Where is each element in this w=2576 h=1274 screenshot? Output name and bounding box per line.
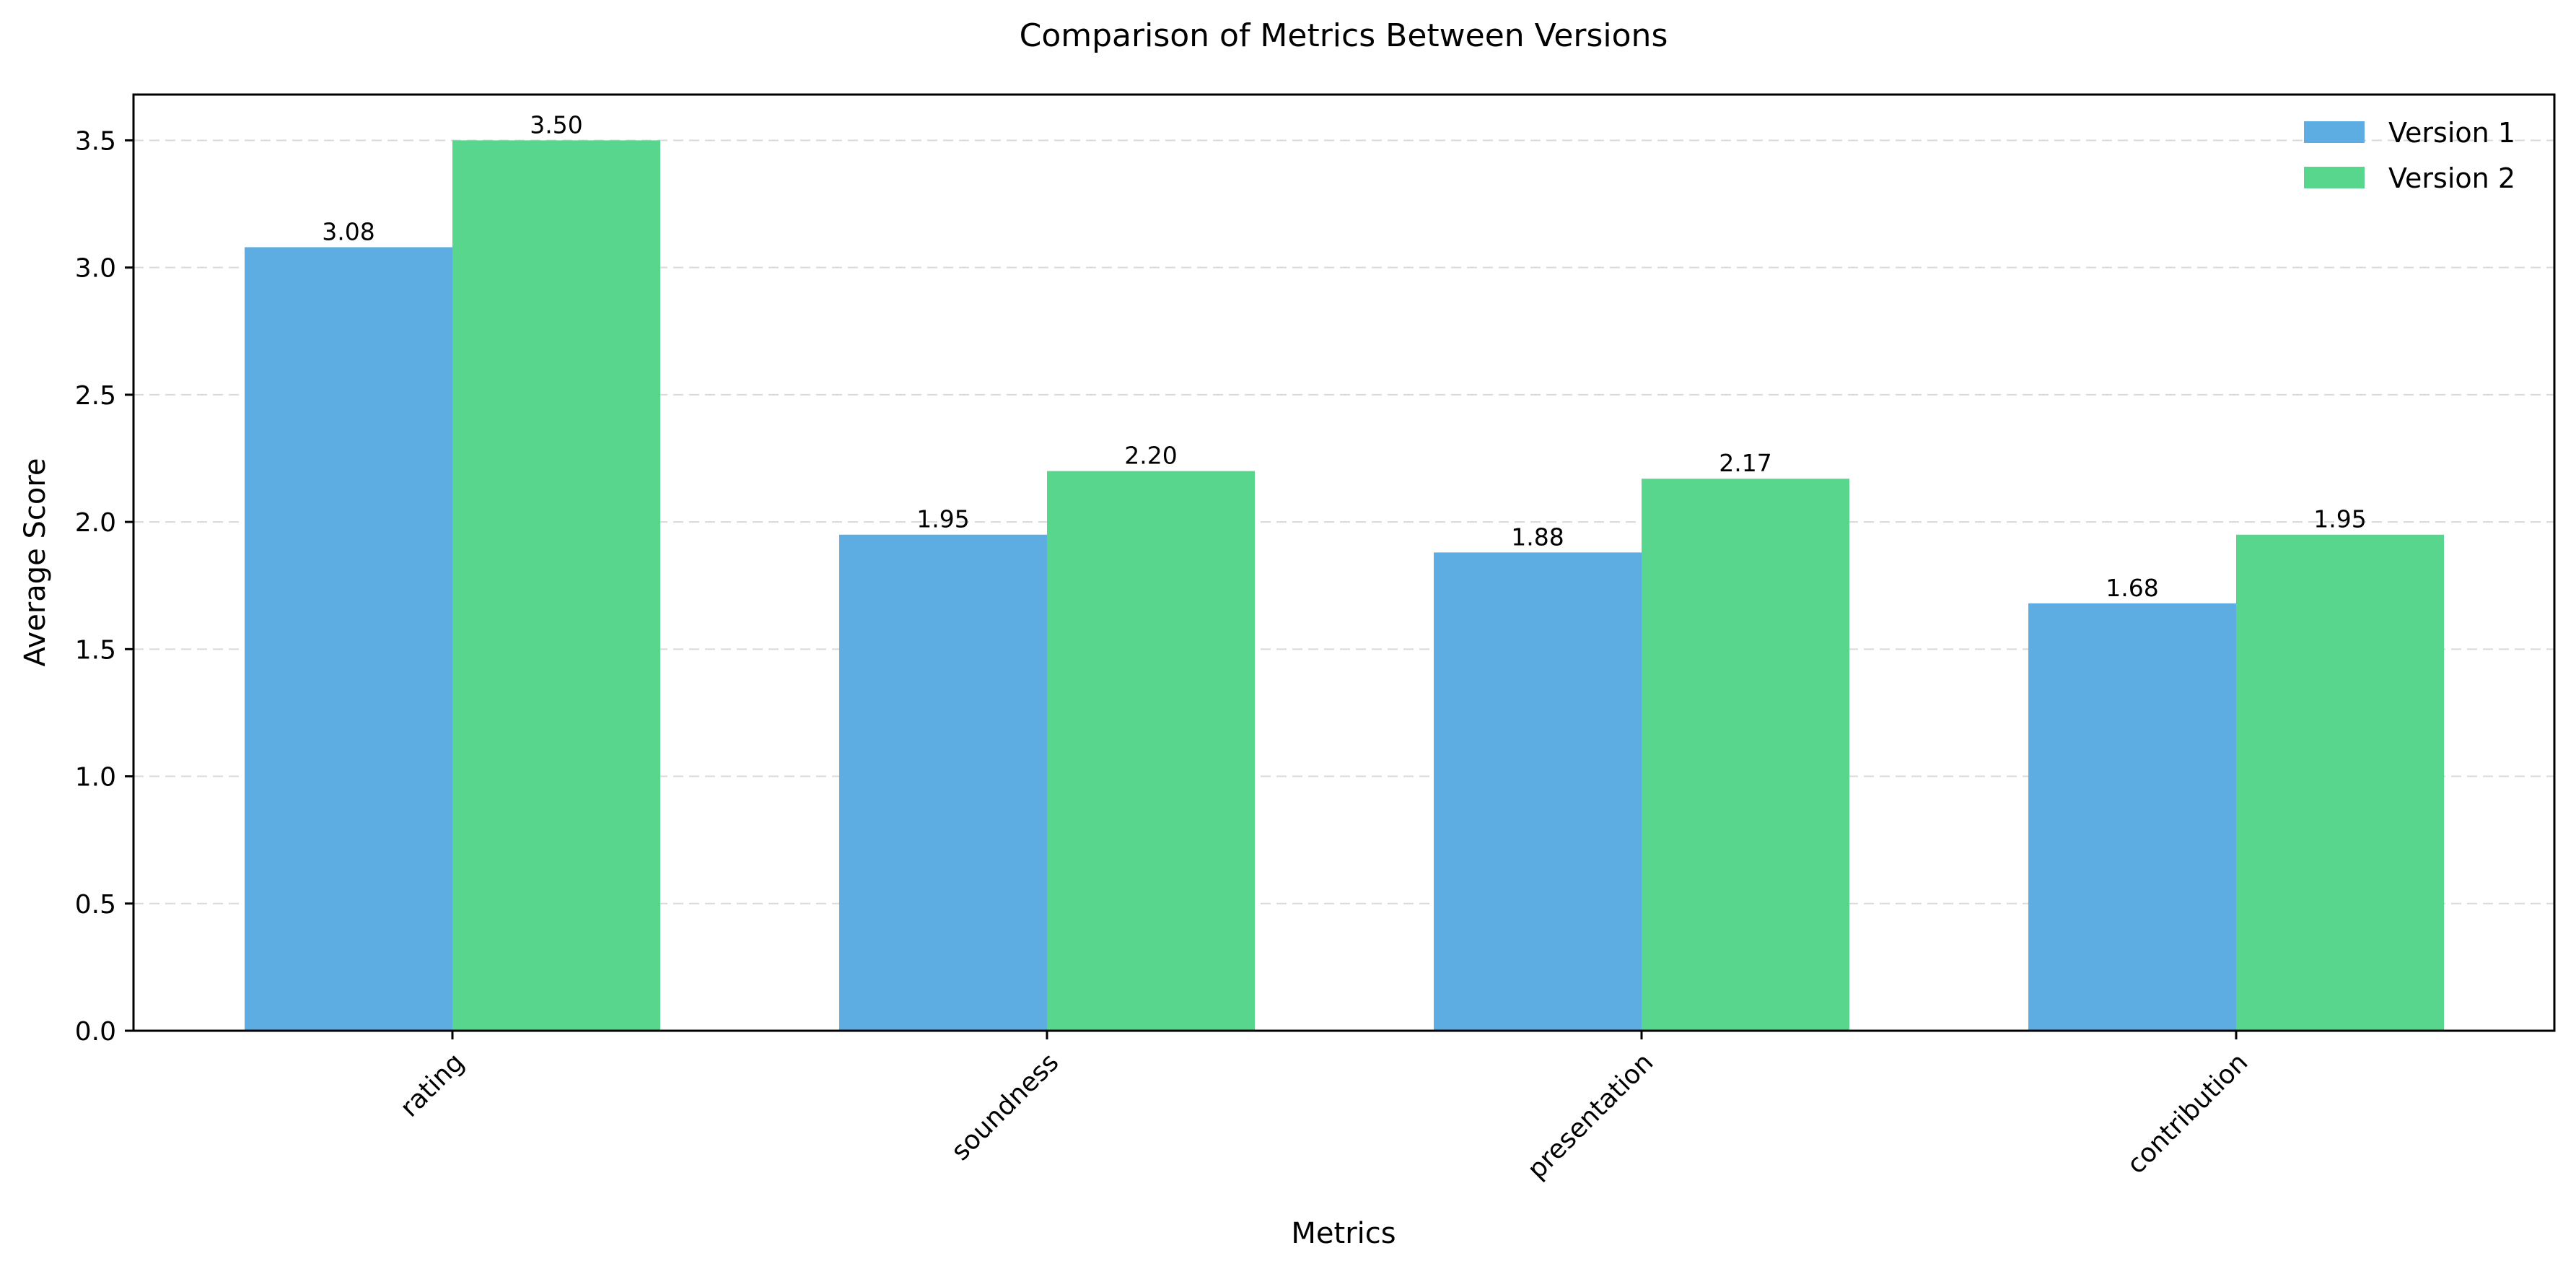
data-label: 1.68 [2106,574,2158,602]
y-tick-label: 2.0 [75,508,116,538]
plot-frame [132,93,2556,1032]
y-axis-label: Average Score [19,458,52,666]
data-labels: 3.08 1.95 1.88 1.68 3.50 2.20 2.17 1.95 [322,110,2366,601]
x-tick-label: rating [395,1047,470,1122]
x-tick-label: contribution [2121,1047,2253,1179]
bar [1642,479,1849,1031]
bar [452,140,660,1031]
y-tick-label: 2.5 [75,381,116,411]
x-tick-label: soundness [946,1047,1065,1166]
x-axis-label: Metrics [1291,1217,1396,1250]
chart-title: Comparison of Metrics Between Versions [1020,17,1668,54]
bar [1434,552,1642,1031]
bar [2236,534,2444,1031]
y-axis: 0.0 0.5 1.0 1.5 2.0 2.5 3.0 3.5 [75,126,133,1047]
data-label: 1.95 [916,505,969,533]
y-tick-label: 3.5 [75,126,116,156]
bar [1047,471,1255,1031]
legend-swatch [2304,121,2365,143]
x-tick-label: presentation [1522,1047,1659,1184]
y-tick-label: 3.0 [75,254,116,284]
bar [245,247,452,1031]
x-axis: rating soundness presentation contribution [395,1031,2253,1184]
y-tick-label: 1.0 [75,763,116,793]
y-tick-label: 1.5 [75,635,116,665]
legend-label: Version 1 [2388,117,2515,149]
legend: Version 1 Version 2 [2304,117,2515,194]
data-label: 3.08 [322,217,374,245]
bar [2028,603,2236,1031]
bars [245,140,2444,1031]
legend-swatch [2304,167,2365,188]
data-label: 1.88 [1511,523,1564,551]
y-tick-label: 0.5 [75,890,116,920]
data-label: 1.95 [2313,505,2366,533]
data-label: 2.20 [1124,442,1177,470]
legend-label: Version 2 [2388,162,2515,194]
bar [839,534,1047,1031]
data-label: 3.50 [530,110,582,139]
y-tick-label: 0.0 [75,1017,116,1047]
data-label: 2.17 [1719,449,1771,477]
